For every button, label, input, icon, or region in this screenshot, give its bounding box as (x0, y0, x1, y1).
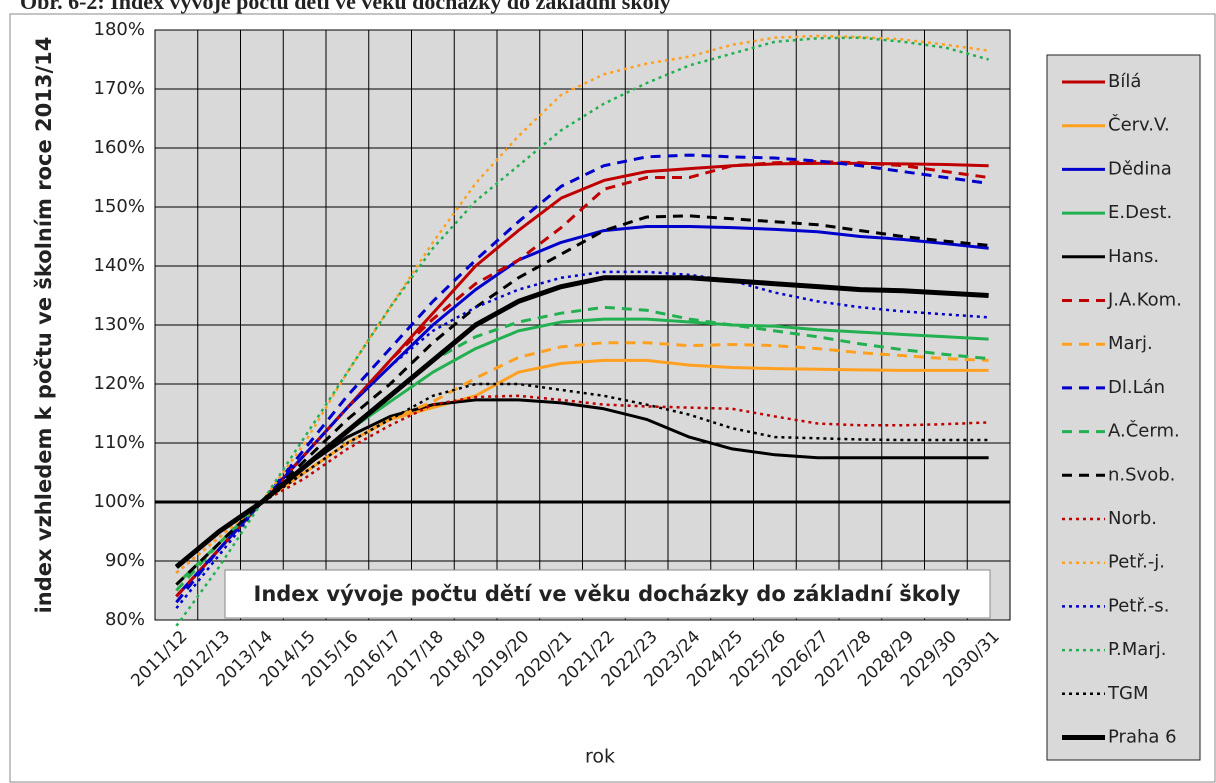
legend-label: J.A.Kom. (1107, 290, 1182, 311)
y-tick-label: 140% (94, 255, 145, 276)
series-line (174, 275, 989, 569)
series-line (175, 394, 989, 574)
plot-border (154, 29, 1011, 621)
y-tick-label: 120% (94, 373, 145, 394)
legend-label: Dl.Lán (1108, 377, 1165, 398)
legend-label: A.Čerm. (1108, 420, 1180, 442)
series-line (175, 153, 989, 604)
series-line (175, 34, 989, 574)
legend-label: E.Dest. (1108, 202, 1172, 223)
y-tick-label: 110% (94, 432, 145, 453)
legend-label: TGM (1107, 683, 1148, 704)
series-line (175, 382, 989, 568)
legend (1046, 54, 1201, 761)
y-tick-label: 80% (105, 609, 145, 630)
annotation-box (224, 569, 991, 619)
y-tick-label: 90% (105, 550, 145, 571)
series-line (175, 341, 989, 592)
legend-label: Dědina (1108, 158, 1172, 179)
legend-label: Praha 6 (1108, 727, 1177, 748)
y-axis-title: index vzhledem k počtu ve školním roce 2… (32, 37, 56, 614)
legend-label: Hans. (1108, 246, 1159, 267)
y-tick-label: 150% (94, 196, 145, 217)
series-line (175, 270, 989, 609)
series-line (175, 214, 989, 586)
legend-label: Petř.-j. (1108, 552, 1165, 573)
y-tick-label: 180% (94, 19, 145, 40)
y-tick-label: 130% (94, 314, 145, 335)
y-tick-label: 100% (94, 491, 145, 512)
x-axis-title: rok (585, 746, 615, 768)
y-tick-label: 170% (94, 78, 145, 99)
legend-label: Petř.-s. (1108, 595, 1169, 616)
legend-label: n.Svob. (1108, 464, 1175, 485)
chart-title: Index vývoje počtu dětí ve věku docházky… (254, 582, 961, 606)
legend-label: Marj. (1108, 333, 1153, 354)
y-tick-label: 160% (94, 137, 145, 158)
legend-label: Bílá (1108, 71, 1141, 92)
figure-heading: Obr. 6-2: Index vývoje počtu dětí ve věk… (20, 0, 671, 14)
series-line (175, 160, 989, 598)
legend-label: Červ.V. (1108, 114, 1170, 136)
legend-label: Norb. (1108, 508, 1157, 529)
legend-label: P.Marj. (1108, 639, 1166, 660)
